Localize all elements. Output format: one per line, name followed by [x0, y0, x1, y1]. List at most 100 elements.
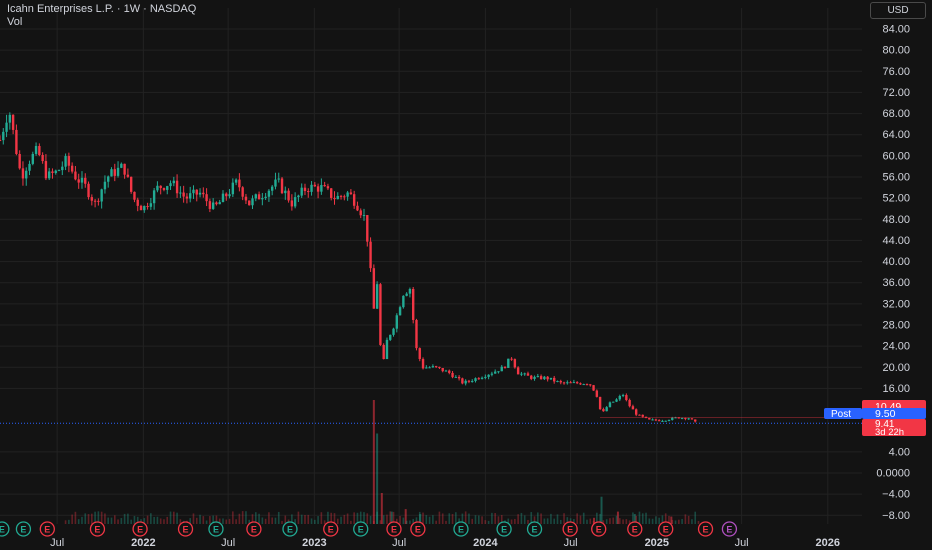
earnings-event-icon[interactable]: E [208, 521, 224, 537]
earnings-event-circle[interactable] [246, 521, 262, 537]
volume-bar [317, 516, 319, 524]
earnings-event-label[interactable]: E [358, 525, 364, 535]
earnings-event-circle[interactable] [282, 521, 298, 537]
earnings-event-label[interactable]: E [213, 525, 219, 535]
volume-bar [670, 516, 673, 524]
earnings-event-icon[interactable]: E [89, 521, 106, 537]
earnings-event-icon[interactable]: E [627, 521, 643, 537]
volume-bar [438, 511, 441, 524]
volume-bar [169, 511, 172, 524]
earnings-event-circle[interactable] [386, 521, 402, 537]
earnings-event-circle[interactable] [658, 521, 674, 537]
candle-body [264, 196, 267, 199]
volume-bar [517, 514, 519, 524]
candle-body [562, 382, 566, 384]
candle-body [57, 170, 61, 172]
candle-body [61, 166, 64, 171]
earnings-event-circle[interactable] [39, 521, 55, 537]
earnings-event-circle[interactable] [627, 521, 643, 537]
earnings-event-label[interactable]: E [20, 525, 26, 535]
earnings-event-label[interactable]: E [458, 525, 464, 535]
candle-body [234, 179, 238, 183]
candle-body [70, 165, 74, 172]
earnings-event-icon[interactable]: E [697, 521, 714, 537]
earnings-event-icon[interactable]: E [132, 521, 148, 537]
earnings-event-circle[interactable] [697, 521, 714, 537]
currency-button[interactable]: USD [870, 2, 926, 19]
volume-bar [392, 511, 395, 524]
earnings-event-label[interactable]: E [501, 525, 507, 535]
candle-body [680, 417, 684, 419]
earnings-event-circle[interactable] [453, 521, 469, 537]
candle-body [671, 417, 674, 420]
earnings-event-icon[interactable]: E [526, 521, 543, 537]
candle-body [146, 206, 149, 208]
candle-body [343, 196, 346, 198]
volume-bar [314, 519, 316, 524]
earnings-event-label[interactable]: E [183, 525, 189, 535]
volume-bar [189, 518, 192, 524]
candle-body [549, 377, 553, 380]
earnings-event-label[interactable]: E [0, 525, 5, 535]
candle-body [185, 196, 189, 199]
earnings-event-label[interactable]: E [703, 525, 709, 535]
earnings-event-icon[interactable]: E [177, 521, 194, 537]
earnings-event-icon[interactable]: E [721, 521, 738, 537]
earnings-event-circle[interactable] [496, 521, 512, 537]
earnings-event-icon[interactable]: E [410, 521, 426, 537]
earnings-event-label[interactable]: E [632, 525, 638, 535]
post-price-badge [862, 408, 926, 419]
earnings-event-label[interactable]: E [137, 525, 143, 535]
candle-body [389, 334, 392, 340]
earnings-event-icon[interactable]: E [282, 521, 298, 537]
earnings-event-circle[interactable] [208, 521, 224, 537]
earnings-event-icon[interactable]: E [0, 521, 10, 537]
volume-bar [123, 513, 126, 524]
earnings-event-label[interactable]: E [567, 525, 573, 535]
earnings-event-icon[interactable]: E [453, 521, 469, 537]
volume-bar [484, 520, 487, 524]
earnings-event-icon[interactable]: E [39, 521, 55, 537]
earnings-event-circle[interactable] [0, 521, 10, 537]
earnings-event-circle[interactable] [721, 521, 738, 537]
earnings-event-circle[interactable] [15, 521, 32, 537]
earnings-event-label[interactable]: E [287, 525, 293, 535]
earnings-event-label[interactable]: E [532, 525, 538, 535]
volume-label: Vol [7, 16, 23, 28]
earnings-event-circle[interactable] [591, 521, 607, 537]
earnings-event-circle[interactable] [132, 521, 148, 537]
earnings-event-label[interactable]: E [596, 525, 602, 535]
earnings-event-icon[interactable]: E [496, 521, 512, 537]
earnings-event-label[interactable]: E [94, 525, 100, 535]
volume-bar [415, 517, 418, 524]
earnings-event-label[interactable]: E [44, 525, 50, 535]
earnings-event-circle[interactable] [89, 521, 106, 537]
earnings-event-circle[interactable] [323, 521, 339, 537]
earnings-event-circle[interactable] [177, 521, 194, 537]
earnings-event-label[interactable]: E [663, 525, 669, 535]
earnings-event-icon[interactable]: E [591, 521, 607, 537]
earnings-event-label[interactable]: E [328, 525, 334, 535]
earnings-event-icon[interactable]: E [323, 521, 339, 537]
earnings-event-label[interactable]: E [251, 525, 257, 535]
volume-bar [441, 513, 444, 524]
earnings-event-icon[interactable]: E [562, 521, 578, 537]
earnings-event-circle[interactable] [526, 521, 543, 537]
earnings-event-icon[interactable]: E [353, 521, 369, 537]
earnings-event-label[interactable]: E [415, 525, 421, 535]
earnings-event-icon[interactable]: E [246, 521, 262, 537]
earnings-event-label[interactable]: E [391, 525, 397, 535]
earnings-event-icon[interactable]: E [658, 521, 674, 537]
earnings-event-circle[interactable] [562, 521, 578, 537]
volume-bar [327, 511, 329, 524]
earnings-event-icon[interactable]: E [386, 521, 402, 537]
volume-bar [678, 519, 680, 524]
earnings-event-circle[interactable] [410, 521, 426, 537]
earnings-event-icon[interactable]: E [15, 521, 32, 537]
volume-bar [146, 515, 149, 524]
volume-bar [651, 518, 654, 524]
volume-bar [412, 518, 414, 524]
earnings-event-label[interactable]: E [726, 525, 732, 535]
earnings-event-circle[interactable] [353, 521, 369, 537]
